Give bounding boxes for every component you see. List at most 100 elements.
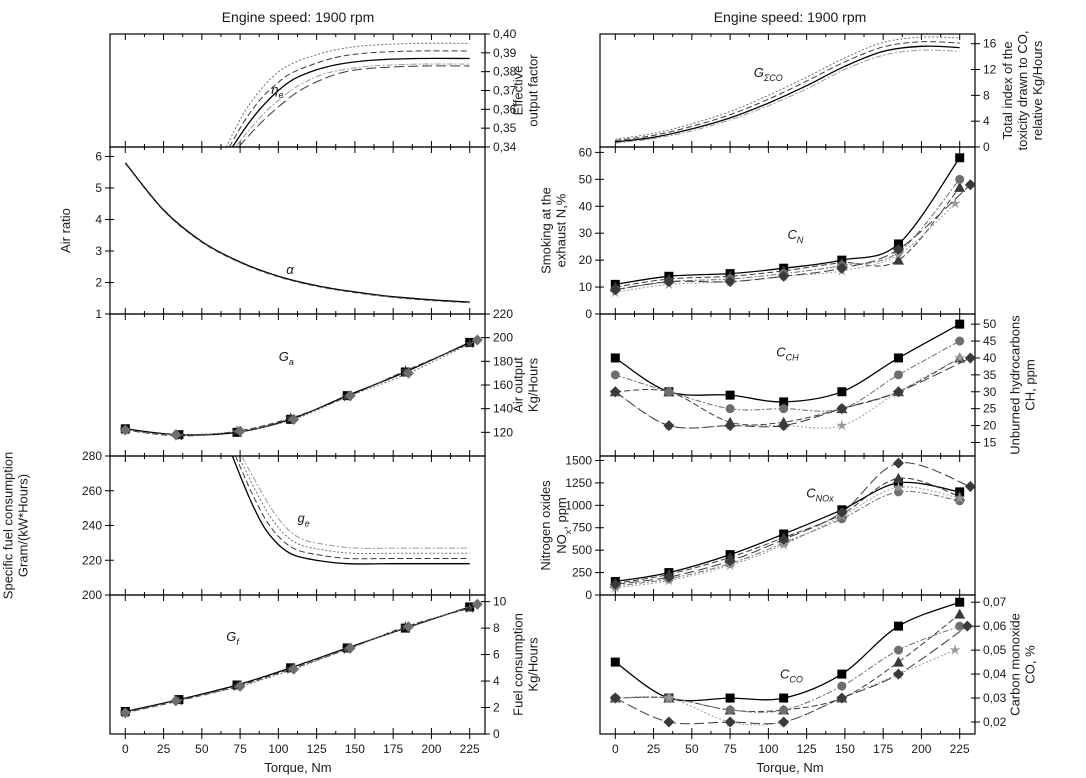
data-point bbox=[170, 695, 182, 707]
data-point bbox=[954, 181, 966, 192]
y-tick-label: 0,40 bbox=[493, 27, 517, 41]
data-point bbox=[778, 270, 790, 282]
data-point bbox=[892, 481, 905, 493]
panel-eta_e: 0,34 0,35 0,36 0,37 0,38 0,39 0,40 Effective out… bbox=[109, 27, 541, 154]
curve-label-main: η bbox=[271, 82, 278, 97]
data-point bbox=[234, 680, 246, 692]
y-tick-label: 160 bbox=[493, 378, 513, 392]
data-point bbox=[725, 693, 735, 703]
x-tick-label: 0 bbox=[122, 742, 129, 756]
y-tick-label: 25 bbox=[983, 402, 997, 416]
y-axis-label: Gram/(kW*Hours) bbox=[16, 474, 31, 577]
data-point bbox=[234, 425, 246, 437]
x-tick-label: 75 bbox=[233, 742, 247, 756]
x-tick-label: 200 bbox=[421, 742, 441, 756]
y-tick-label: 0,38 bbox=[493, 65, 517, 79]
data-point bbox=[836, 419, 848, 431]
x-tick-label: 225 bbox=[460, 742, 480, 756]
curve-label: α bbox=[286, 262, 294, 277]
series-group bbox=[124, 162, 470, 304]
curve-label: GΣCO bbox=[754, 65, 783, 83]
y-axis-label: Kg/Hours bbox=[526, 357, 541, 412]
x-tick-label: 175 bbox=[873, 742, 893, 756]
panel-frame bbox=[599, 313, 976, 457]
y-tick-label: 2 bbox=[95, 275, 102, 289]
data-point bbox=[892, 254, 904, 265]
y-tick-label: 250 bbox=[572, 566, 592, 580]
y-tick-label: 0 bbox=[585, 307, 592, 321]
y-tick-label: 4 bbox=[493, 674, 500, 688]
data-point bbox=[609, 578, 621, 590]
curve-label: CNOx bbox=[806, 486, 834, 504]
y-tick-label: 0,03 bbox=[983, 691, 1007, 705]
y-tick-label: 1250 bbox=[565, 476, 592, 490]
x-tick-label: 50 bbox=[685, 742, 699, 756]
data-point bbox=[836, 692, 848, 704]
curve-label-subscript: NOx bbox=[816, 494, 835, 504]
y-axis-label: Nitrogen oxides bbox=[538, 480, 553, 571]
panel-G_f: 0 25 50 75 100 125 150 175 200 225 0 2 4 6 8 10 Fuel con… bbox=[109, 594, 541, 756]
y-tick-label: 12 bbox=[983, 63, 997, 77]
data-point bbox=[610, 657, 620, 667]
series-line bbox=[231, 57, 470, 147]
y-axis-label: Air ratio bbox=[58, 208, 73, 253]
data-point bbox=[892, 386, 904, 398]
curve-label: CCO bbox=[780, 666, 803, 684]
data-point bbox=[836, 403, 848, 415]
y-tick-label: 240 bbox=[82, 519, 102, 533]
data-point bbox=[464, 602, 476, 614]
x-tick-label: 0 bbox=[612, 742, 619, 756]
y-tick-label: 16 bbox=[983, 37, 997, 51]
data-point bbox=[724, 276, 736, 288]
curve-label-main: C bbox=[788, 227, 798, 242]
y-tick-label: 140 bbox=[493, 402, 513, 416]
panel-G_a: 120 140 160 180 200 220 Air output Kg/Hours Ga bbox=[109, 307, 541, 457]
x-tick-label: 225 bbox=[950, 742, 970, 756]
y-axis-label-line2: NOx, ppm bbox=[554, 497, 573, 554]
data-point bbox=[961, 620, 973, 632]
data-point bbox=[119, 424, 131, 436]
y-axis-label: Total index of the bbox=[1000, 41, 1015, 139]
y-tick-label: 0,05 bbox=[983, 643, 1007, 657]
y-tick-label: 30 bbox=[983, 385, 997, 399]
right-column-title: Engine speed: 1900 rpm bbox=[714, 9, 867, 25]
y-tick-label: 20 bbox=[983, 419, 997, 433]
data-point bbox=[725, 705, 735, 715]
series-line bbox=[238, 65, 470, 147]
curve-label-subscript: e bbox=[278, 90, 283, 100]
data-point bbox=[778, 420, 790, 432]
curve-label-subscript: a bbox=[289, 357, 294, 367]
x-tick-label: 100 bbox=[268, 742, 288, 756]
x-tick-label: 175 bbox=[383, 742, 403, 756]
data-point bbox=[892, 472, 904, 483]
data-point bbox=[724, 716, 736, 728]
data-point bbox=[955, 336, 965, 346]
y-tick-label: 0,37 bbox=[493, 84, 517, 98]
data-point bbox=[949, 197, 961, 209]
series-group bbox=[231, 456, 470, 565]
data-point bbox=[837, 681, 847, 691]
y-tick-label: 3 bbox=[95, 244, 102, 258]
series-group bbox=[609, 597, 973, 728]
y-axis-label-subscript: x bbox=[563, 529, 573, 534]
y-tick-label: 6 bbox=[95, 149, 102, 163]
data-point bbox=[471, 598, 483, 610]
x-tick-label: 25 bbox=[157, 742, 171, 756]
data-point bbox=[663, 692, 675, 703]
data-point bbox=[724, 555, 736, 567]
series-line bbox=[231, 456, 470, 565]
data-point bbox=[836, 262, 848, 274]
y-tick-label: 2 bbox=[493, 701, 500, 715]
y-tick-label: 1500 bbox=[565, 453, 592, 467]
y-tick-label: 6 bbox=[493, 648, 500, 662]
x-tick-label: 50 bbox=[195, 742, 209, 756]
y-axis-label-part: NO bbox=[554, 534, 569, 554]
data-point bbox=[892, 656, 904, 667]
y-tick-label: 1 bbox=[95, 307, 102, 321]
y-tick-label: 1000 bbox=[565, 498, 592, 512]
series-group bbox=[119, 598, 483, 719]
data-point bbox=[779, 693, 789, 703]
series-line bbox=[124, 163, 470, 304]
y-axis-label: CO, % bbox=[1023, 645, 1038, 684]
